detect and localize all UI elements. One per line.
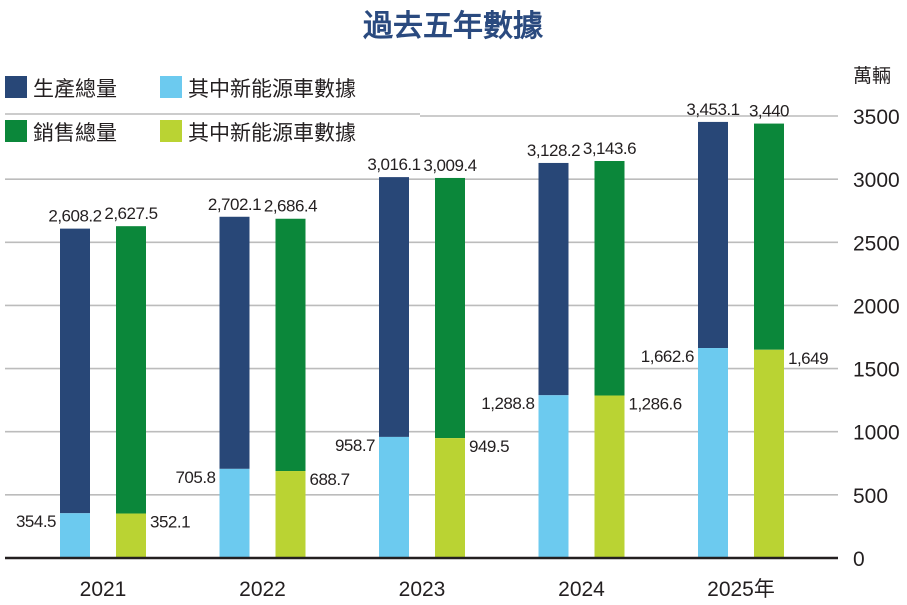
- y-tick-label-3000: 3000: [853, 169, 900, 192]
- value-label-production-total-0: 2,608.2: [48, 207, 101, 226]
- value-label-sales-nev-3: 1,286.6: [629, 395, 682, 414]
- bar-production-total-4: [698, 121, 728, 349]
- bar-sales-total-4: [754, 123, 784, 350]
- bar-sales-nev-4: [754, 349, 784, 558]
- bar-production-nev-3: [538, 395, 569, 558]
- y-tick-label-0: 0: [853, 548, 865, 571]
- x-axis: 2021 2022 2023 2024 2025年: [5, 556, 838, 601]
- bar-production-nev-0: [60, 513, 90, 558]
- value-label-sales-nev-4: 1,649: [788, 349, 828, 368]
- legend: 生產總量 其中新能源車數據 銷售總量 其中新能源車數據: [5, 76, 420, 145]
- bar-production-total-2: [379, 177, 409, 437]
- legend-label-production-nev: 其中新能源車數據: [188, 77, 356, 101]
- value-label-production-total-1: 2,702.1: [208, 195, 261, 214]
- value-label-sales-total-3: 3,143.6: [583, 139, 636, 158]
- value-label-sales-nev-0: 352.1: [150, 513, 190, 532]
- legend-item-production-nev: 其中新能源車數據: [160, 76, 356, 101]
- bar-production-total-1: [219, 216, 250, 469]
- value-label-sales-total-1: 2,686.4: [264, 197, 317, 216]
- legend-label-production: 生產總量: [33, 77, 117, 101]
- y-axis: 萬輛 0 500 1000 1500 2000 2500 3000 3500: [853, 65, 900, 571]
- bar-sales-nev-2: [435, 438, 465, 558]
- value-label-production-nev-0: 354.5: [16, 512, 56, 531]
- legend-swatch-production-nev: [160, 76, 182, 98]
- bar-sales-nev-3: [594, 395, 625, 558]
- value-label-production-nev-2: 958.7: [335, 436, 375, 455]
- bar-sales-total-1: [275, 218, 306, 472]
- y-axis-unit-label: 萬輛: [853, 65, 891, 87]
- value-label-sales-total-0: 2,627.5: [104, 204, 157, 223]
- value-labels: 2,608.2 354.5 2,627.5 352.1 2,702.1 705.8 2,68…: [16, 100, 829, 532]
- value-label-production-total-3: 3,128.2: [527, 141, 580, 160]
- legend-item-sales: 銷售總量: [5, 120, 117, 145]
- bar-sales-total-0: [116, 226, 146, 514]
- legend-swatch-sales: [5, 120, 27, 142]
- legend-item-production: 生產總量: [5, 76, 117, 101]
- bar-production-nev-4: [698, 348, 728, 558]
- value-label-sales-nev-2: 949.5: [469, 437, 509, 456]
- value-label-production-total-2: 3,016.1: [367, 155, 420, 174]
- y-tick-label-2000: 2000: [853, 295, 900, 318]
- value-label-production-nev-1: 705.8: [175, 468, 215, 487]
- y-tick-label-500: 500: [853, 485, 888, 508]
- chart-title: 過去五年數據: [363, 9, 544, 44]
- value-label-production-total-4: 3,453.1: [686, 100, 739, 119]
- x-tick-label-4: 2025年: [707, 578, 775, 601]
- legend-label-sales-nev: 其中新能源車數據: [188, 121, 356, 145]
- bar-production-total-3: [538, 162, 569, 396]
- legend-swatch-sales-nev: [160, 120, 182, 142]
- bar-production-nev-2: [379, 436, 409, 558]
- bars: [60, 121, 784, 558]
- value-label-production-nev-3: 1,288.8: [481, 394, 534, 413]
- x-tick-label-0: 2021: [80, 578, 127, 601]
- bar-sales-nev-0: [116, 513, 146, 558]
- x-tick-label-3: 2024: [558, 578, 605, 601]
- x-tick-label-2: 2023: [399, 578, 446, 601]
- y-tick-label-1000: 1000: [853, 422, 900, 445]
- legend-swatch-production: [5, 76, 27, 98]
- y-tick-label-3500: 3500: [853, 106, 900, 129]
- value-label-sales-total-4: 3,440: [749, 102, 789, 121]
- value-label-sales-total-2: 3,009.4: [423, 156, 476, 175]
- value-label-production-nev-4: 1,662.6: [641, 347, 694, 366]
- bar-sales-total-3: [594, 161, 625, 396]
- legend-label-sales: 銷售總量: [33, 121, 117, 145]
- y-tick-label-1500: 1500: [853, 359, 900, 382]
- x-tick-label-1: 2022: [239, 578, 286, 601]
- bar-production-nev-1: [219, 468, 250, 558]
- value-label-sales-nev-1: 688.7: [310, 470, 350, 489]
- bar-production-total-0: [60, 228, 90, 514]
- legend-item-sales-nev: 其中新能源車數據: [160, 120, 356, 145]
- y-tick-label-2500: 2500: [853, 232, 900, 255]
- bar-sales-nev-1: [275, 471, 306, 558]
- bar-sales-total-2: [435, 177, 465, 439]
